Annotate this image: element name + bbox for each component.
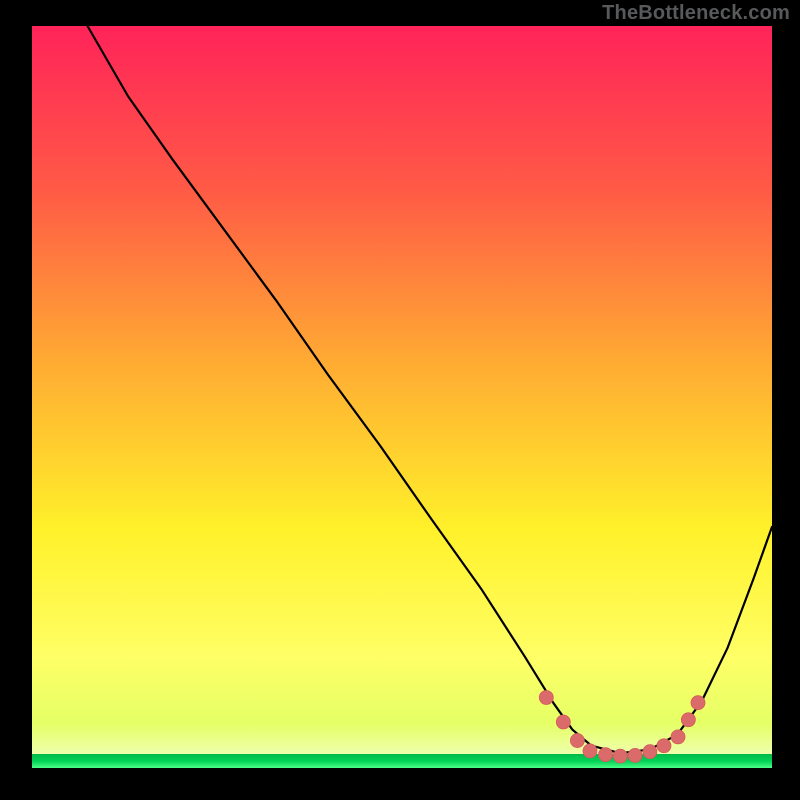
chart-svg (0, 0, 800, 800)
data-marker (570, 734, 584, 748)
data-marker (613, 749, 627, 763)
data-marker (628, 748, 642, 762)
data-marker (671, 730, 685, 744)
data-marker (539, 691, 553, 705)
data-marker (643, 745, 657, 759)
data-marker (657, 739, 671, 753)
data-marker (599, 748, 613, 762)
stage: TheBottleneck.com (0, 0, 800, 800)
data-marker (556, 715, 570, 729)
plot-background (32, 26, 772, 768)
green-band (32, 754, 772, 768)
data-marker (691, 696, 705, 710)
data-marker (681, 713, 695, 727)
watermark-text: TheBottleneck.com (602, 2, 790, 25)
data-marker (583, 744, 597, 758)
